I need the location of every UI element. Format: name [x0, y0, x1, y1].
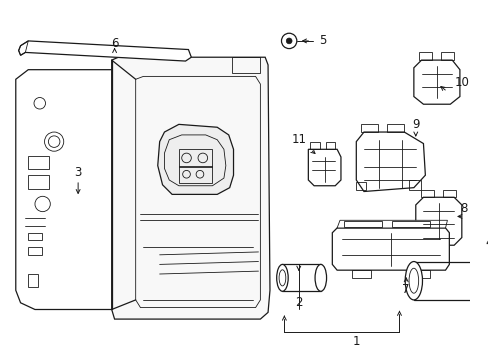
Text: 10: 10 [453, 76, 468, 89]
Bar [28, 247, 41, 255]
Bar [410, 270, 429, 278]
Polygon shape [111, 57, 269, 319]
Polygon shape [332, 228, 448, 270]
Ellipse shape [473, 261, 488, 300]
Ellipse shape [276, 264, 287, 291]
Ellipse shape [314, 264, 326, 291]
Bar [28, 156, 49, 170]
Bar [343, 221, 382, 227]
Text: 8: 8 [459, 202, 467, 215]
Bar [356, 182, 365, 190]
Text: 4: 4 [484, 236, 488, 249]
Text: 9: 9 [411, 118, 419, 131]
Text: 6: 6 [111, 37, 118, 50]
Polygon shape [158, 124, 233, 194]
Bar [28, 233, 41, 240]
Text: 11: 11 [291, 133, 305, 146]
Polygon shape [415, 197, 461, 245]
Bar [413, 261, 482, 300]
Bar [179, 166, 212, 183]
Bar [28, 175, 49, 189]
Bar [309, 141, 319, 149]
Bar [360, 124, 378, 132]
Bar [391, 221, 429, 227]
Text: 2: 2 [294, 296, 302, 309]
Bar [418, 53, 431, 60]
Bar [420, 190, 433, 197]
Polygon shape [19, 41, 191, 61]
Text: 5: 5 [318, 35, 326, 48]
Bar [386, 124, 404, 132]
Bar [440, 53, 453, 60]
Bar [351, 270, 370, 278]
Polygon shape [308, 149, 340, 186]
Bar [325, 141, 334, 149]
Text: 3: 3 [74, 166, 81, 179]
Polygon shape [16, 70, 143, 310]
Bar [179, 149, 212, 167]
Bar [28, 274, 38, 287]
Circle shape [285, 38, 291, 44]
Text: 1: 1 [352, 335, 359, 348]
Bar [442, 190, 455, 197]
Polygon shape [413, 60, 459, 104]
Polygon shape [356, 132, 425, 192]
Ellipse shape [405, 261, 422, 300]
Bar [282, 264, 320, 291]
Bar [408, 180, 420, 190]
Text: 7: 7 [402, 283, 409, 296]
Polygon shape [336, 220, 447, 228]
